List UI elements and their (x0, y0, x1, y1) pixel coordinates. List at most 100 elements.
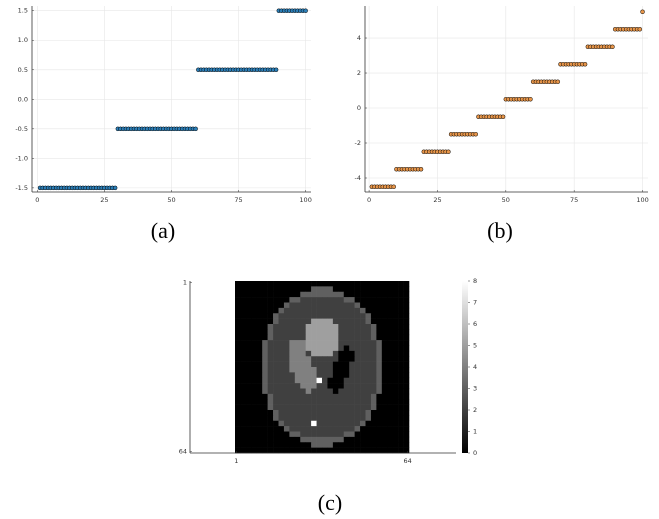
heatmap-cell (398, 335, 404, 341)
heatmap-cell (333, 286, 339, 292)
heatmap-cell (251, 340, 257, 346)
x-tick-label: 25 (433, 196, 441, 204)
heatmap-cell (371, 319, 377, 325)
heatmap-cell (284, 415, 290, 421)
heatmap-cell (393, 394, 399, 400)
heatmap-cell (279, 394, 285, 400)
heatmap-cell (398, 356, 404, 362)
heatmap-cell (376, 308, 382, 314)
heatmap-cell (246, 394, 252, 400)
heatmap-cell (322, 308, 328, 314)
heatmap-cell (295, 319, 301, 325)
heatmap-cell (268, 340, 274, 346)
heatmap-cell (251, 367, 257, 373)
heatmap-cell (262, 346, 268, 352)
heatmap-cell (322, 346, 328, 352)
heatmap-cell (240, 319, 246, 325)
heatmap-cell (289, 437, 295, 443)
heatmap-cell (311, 426, 317, 432)
heatmap-cell (393, 405, 399, 411)
heatmap-cell (371, 340, 377, 346)
heatmap-cell (257, 383, 263, 389)
y-tick-label: -4 (355, 174, 361, 182)
heatmap-cell (398, 324, 404, 330)
heatmap-cell (376, 324, 382, 330)
heatmap-cell (371, 351, 377, 357)
heatmap-cell (257, 346, 263, 352)
heatmap-cell (344, 340, 350, 346)
heatmap-cell (306, 405, 312, 411)
heatmap-cell (327, 421, 333, 427)
heatmap-cell (284, 399, 290, 405)
heatmap-cell (322, 426, 328, 432)
heatmap-cell (393, 426, 399, 432)
heatmap-cell (355, 383, 361, 389)
heatmap-cell (295, 329, 301, 335)
heatmap-cell (387, 394, 393, 400)
heatmap-cell (327, 442, 333, 448)
heatmap-cell (240, 367, 246, 373)
heatmap-cell (311, 297, 317, 303)
heatmap-cell (240, 362, 246, 368)
heatmap-cell (333, 297, 339, 303)
heatmap-cell (262, 372, 268, 378)
heatmap-cell (371, 378, 377, 384)
heatmap-cell (404, 319, 410, 325)
heatmap-cell (300, 405, 306, 411)
heatmap-cell (398, 426, 404, 432)
heatmap-cell (387, 335, 393, 341)
heatmap-cell (333, 351, 339, 357)
heatmap-cell (268, 303, 274, 309)
heatmap-cell (338, 421, 344, 427)
heatmap-cell (311, 281, 317, 287)
heatmap-cell (355, 410, 361, 416)
heatmap-cell (235, 437, 241, 443)
heatmap-cell (268, 281, 274, 287)
point (113, 186, 117, 190)
heatmap-cell (322, 399, 328, 405)
heatmap-cell (349, 297, 355, 303)
heatmap-cell (284, 442, 290, 448)
heatmap-cell (273, 448, 279, 454)
heatmap-cell (306, 286, 312, 292)
heatmap-cell (300, 432, 306, 438)
heatmap-cell (398, 372, 404, 378)
heatmap-cell (349, 415, 355, 421)
heatmap-cell (289, 448, 295, 454)
heatmap-cell (393, 346, 399, 352)
heatmap-cell (387, 432, 393, 438)
heatmap-cell (376, 346, 382, 352)
heatmap-cell (284, 356, 290, 362)
x-tick-label: 75 (570, 196, 578, 204)
heatmap-cell (344, 372, 350, 378)
heatmap-cell (273, 297, 279, 303)
heatmap-cell (398, 448, 404, 454)
heatmap-cell (333, 426, 339, 432)
heatmap-cell (317, 383, 323, 389)
heatmap-cell (251, 313, 257, 319)
heatmap-cell (246, 297, 252, 303)
x-tick-label: 64 (404, 457, 412, 465)
heatmap-cell (338, 399, 344, 405)
heatmap-cell (300, 389, 306, 395)
heatmap-cell (333, 405, 339, 411)
heatmap-cell (393, 389, 399, 395)
heatmap-cell (262, 308, 268, 314)
heatmap-cell (404, 372, 410, 378)
heatmap-cell (322, 383, 328, 389)
heatmap-cell (371, 437, 377, 443)
heatmap-cell (246, 356, 252, 362)
heatmap-cell (317, 372, 323, 378)
heatmap-cell (295, 346, 301, 352)
heatmap-cell (366, 362, 372, 368)
heatmap-cell (404, 308, 410, 314)
heatmap-cell (284, 303, 290, 309)
heatmap-cell (295, 313, 301, 319)
heatmap-cell (251, 319, 257, 325)
heatmap-cell (273, 308, 279, 314)
heatmap-cell (393, 313, 399, 319)
heatmap-cell (338, 346, 344, 352)
heatmap-cell (376, 410, 382, 416)
heatmap-cell (404, 405, 410, 411)
heatmap-cell (327, 340, 333, 346)
